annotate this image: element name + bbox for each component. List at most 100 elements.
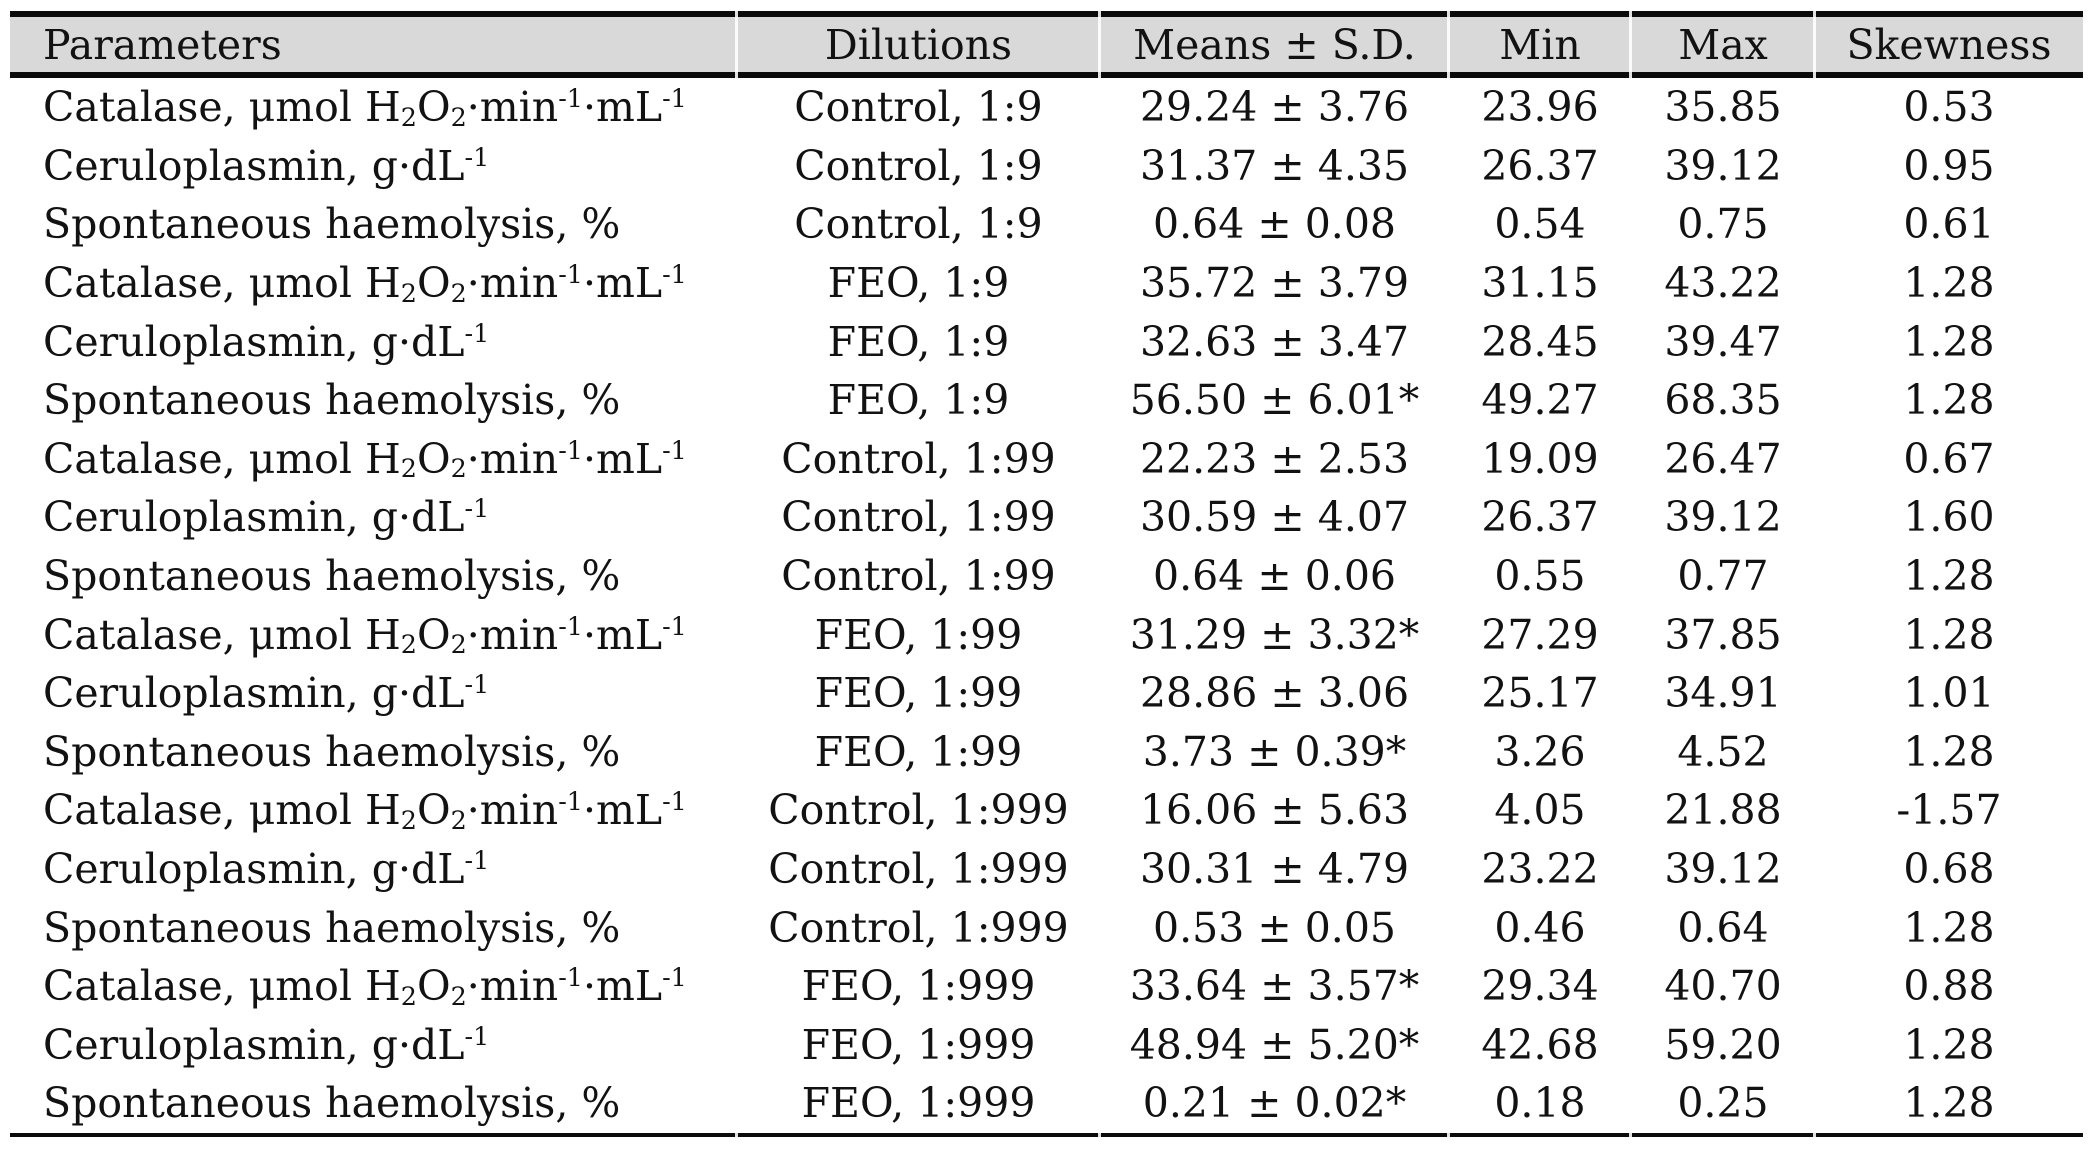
cell-max: 34.91 [1664,669,1782,718]
cell-mean-sd: 56.50 ± 6.01* [1129,376,1420,425]
cell-parameter: Catalase, μmol H2O2·min-1·mL-1 [43,434,687,484]
cell-max: 4.52 [1677,727,1769,776]
cell-mean-sd: 0.64 ± 0.08 [1153,200,1396,249]
cell-skewness: 0.95 [1903,141,1995,190]
cell-dilution: Control, 1:99 [781,552,1056,601]
cell-min: 0.55 [1494,552,1586,601]
cell-min: 28.45 [1481,317,1599,366]
cell-skewness: 1.28 [1903,903,1995,952]
cell-skewness: 1.28 [1903,317,1995,366]
cell-mean-sd: 31.29 ± 3.32* [1129,610,1420,659]
cell-parameter: Catalase, μmol H2O2·min-1·mL-1 [43,610,687,660]
cell-dilution: Control, 1:9 [794,83,1043,132]
cell-dilution: Control, 1:9 [794,200,1043,249]
cell-parameter: Catalase, μmol H2O2·min-1·mL-1 [43,259,687,308]
cell-dilution: Control, 1:99 [781,434,1056,483]
cell-mean-sd: 3.73 ± 0.39* [1142,727,1407,776]
cell-parameter: Spontaneous haemolysis, % [43,727,621,776]
cell-mean-sd: 35.72 ± 3.79 [1139,259,1410,308]
cell-parameter: Spontaneous haemolysis, % [43,376,621,425]
cell-mean-sd: 0.21 ± 0.02* [1100,1074,1449,1137]
cell-dilution: Control, 1:99 [781,493,1056,542]
cell-dilution: Control, 1:999 [768,845,1069,894]
cell-parameter: Ceruloplasmin, g·dL-1 [43,141,490,190]
table-row: Catalase, μmol H2O2·min-1·mL-1 Control, 1… [10,430,2083,489]
table-row: Spontaneous haemolysis, % Control, 1:99 0.… [10,547,2083,606]
cell-dilution: FEO, 1:99 [814,610,1023,659]
cell-max: 39.12 [1664,493,1782,542]
table-row: Spontaneous haemolysis, % Control, 1:999 0… [10,898,2083,957]
table-row: Spontaneous haemolysis, % FEO, 1:999 0.21 … [10,1074,2083,1137]
cell-mean-sd: 32.63 ± 3.47 [1139,317,1410,366]
cell-dilution: Control, 1:999 [768,903,1069,952]
cell-skewness: 1.28 [1903,552,1995,601]
cell-skewness: 0.53 [1903,83,1995,132]
table-row: Spontaneous haemolysis, % FEO, 1:9 56.50 ±… [10,371,2083,430]
cell-max: 21.88 [1664,786,1782,835]
cell-mean-sd: 48.94 ± 5.20* [1129,1020,1420,1069]
column-header-skewness: Skewness [1815,11,2083,78]
cell-parameter: Ceruloplasmin, g·dL-1 [43,493,490,542]
cell-parameter: Ceruloplasmin, g·dL-1 [43,317,490,366]
table-row: Catalase, μmol H2O2·min-1·mL-1 FEO, 1:999… [10,957,2083,1016]
cell-max: 35.85 [1664,83,1782,132]
cell-skewness: -1.57 [1896,786,2002,835]
cell-skewness: 1.01 [1903,669,1995,718]
table-row: Spontaneous haemolysis, % Control, 1:9 0.6… [10,195,2083,254]
column-header-parameters: Parameters [10,11,737,78]
cell-mean-sd: 31.37 ± 4.35 [1139,141,1410,190]
table-row: Ceruloplasmin, g·dL-1 FEO, 1:9 32.63 ± 3.4… [10,312,2083,371]
cell-parameter: Spontaneous haemolysis, % [43,200,621,249]
table-row: Ceruloplasmin, g·dL-1 Control, 1:99 30.59 … [10,488,2083,547]
cell-mean-sd: 22.23 ± 2.53 [1139,434,1410,483]
column-header-max: Max [1631,11,1815,78]
cell-min: 26.37 [1481,141,1599,190]
column-separator [1813,11,1816,1137]
cell-mean-sd: 33.64 ± 3.57* [1129,962,1420,1011]
cell-skewness: 1.28 [1903,259,1995,308]
cell-mean-sd: 0.64 ± 0.06 [1153,552,1396,601]
table-row: Ceruloplasmin, g·dL-1 FEO, 1:99 28.86 ± 3.… [10,664,2083,723]
cell-parameter: Ceruloplasmin, g·dL-1 [43,845,490,894]
cell-min: 0.46 [1494,903,1586,952]
cell-min: 27.29 [1481,610,1599,659]
cell-max: 0.75 [1677,200,1769,249]
cell-dilution: FEO, 1:9 [827,259,1010,308]
table-header-row: Parameters Dilutions Means ± S.D. Min Ma… [10,11,2083,78]
table-row: Ceruloplasmin, g·dL-1 Control, 1:999 30.31… [10,840,2083,899]
cell-parameter: Ceruloplasmin, g·dL-1 [43,669,490,718]
cell-mean-sd: 16.06 ± 5.63 [1139,786,1410,835]
cell-min: 26.37 [1481,493,1599,542]
cell-min: 31.15 [1481,259,1599,308]
cell-min: 0.18 [1449,1074,1631,1137]
cell-min: 29.34 [1481,962,1599,1011]
cell-mean-sd: 30.31 ± 4.79 [1139,845,1410,894]
cell-skewness: 1.28 [1903,1020,1995,1069]
cell-max: 26.47 [1664,434,1782,483]
table-row: Catalase, μmol H2O2·min-1·mL-1 FEO, 1:9 35… [10,254,2083,313]
cell-min: 23.96 [1481,83,1599,132]
cell-max: 59.20 [1664,1020,1782,1069]
cell-dilution: FEO, 1:9 [827,317,1010,366]
cell-dilution: Control, 1:999 [768,786,1069,835]
cell-skewness: 1.28 [1815,1074,2083,1137]
cell-min: 3.26 [1494,727,1586,776]
cell-min: 0.54 [1494,200,1586,249]
cell-min: 4.05 [1494,786,1586,835]
cell-max: 68.35 [1664,376,1782,425]
cell-max: 37.85 [1664,610,1782,659]
cell-mean-sd: 28.86 ± 3.06 [1139,669,1410,718]
cell-max: 0.25 [1631,1074,1815,1137]
cell-mean-sd: 0.53 ± 0.05 [1153,903,1396,952]
cell-skewness: 0.61 [1903,200,1995,249]
cell-skewness: 1.28 [1903,727,1995,776]
table-row: Ceruloplasmin, g·dL-1 FEO, 1:999 48.94 ± 5… [10,1016,2083,1075]
cell-min: 49.27 [1481,376,1599,425]
results-table: Parameters Dilutions Means ± S.D. Min Ma… [10,11,2083,1137]
cell-min: 42.68 [1481,1020,1599,1069]
cell-parameter: Catalase, μmol H2O2·min-1·mL-1 [43,786,687,835]
table-row: Catalase, μmol H2O2·min-1·mL-1 Control, 1… [10,75,2083,137]
cell-skewness: 1.60 [1903,493,1995,542]
cell-max: 39.12 [1664,845,1782,894]
cell-dilution: FEO, 1:9 [827,376,1010,425]
